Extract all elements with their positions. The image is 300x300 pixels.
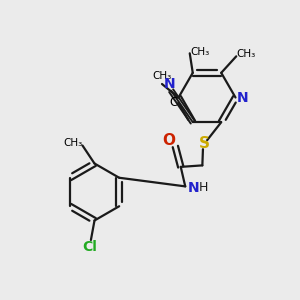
- Text: N: N: [188, 181, 200, 195]
- Text: CH₃: CH₃: [152, 70, 172, 81]
- Text: CH₃: CH₃: [63, 138, 82, 148]
- Text: O: O: [162, 133, 175, 148]
- Text: CH₃: CH₃: [190, 47, 209, 57]
- Text: N: N: [164, 77, 176, 91]
- Text: C: C: [170, 96, 178, 109]
- Text: Cl: Cl: [82, 240, 97, 254]
- Text: H: H: [199, 182, 208, 194]
- Text: CH₃: CH₃: [236, 49, 256, 59]
- Text: S: S: [199, 136, 210, 151]
- Text: N: N: [236, 91, 248, 104]
